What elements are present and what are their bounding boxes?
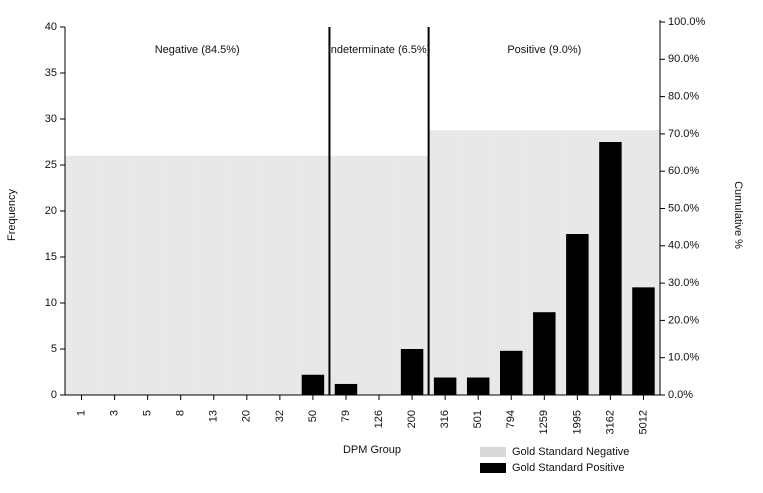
x-tick-label: 20 — [241, 410, 253, 422]
y2-tick-label: 100.0% — [668, 16, 706, 28]
bar — [500, 350, 523, 395]
legend-swatch — [480, 447, 506, 457]
bar — [334, 383, 358, 395]
y-tick-label: 35 — [45, 67, 57, 79]
y-tick-label: 5 — [51, 343, 57, 355]
y2-tick-label: 50.0% — [668, 202, 699, 214]
x-tick-label: 126 — [373, 410, 385, 428]
y2-tick-label: 40.0% — [668, 240, 699, 252]
y2-tick-label: 30.0% — [668, 277, 699, 289]
bar — [466, 377, 490, 395]
y-tick-label: 10 — [45, 297, 57, 309]
y-tick-label: 0 — [51, 389, 57, 401]
bar — [296, 155, 330, 395]
y2-tick-label: 60.0% — [668, 165, 699, 177]
bar — [131, 155, 165, 395]
x-axis-label: DPM Group — [343, 444, 401, 456]
legend-label: Gold Standard Positive — [512, 462, 625, 474]
x-tick-label: 79 — [340, 410, 352, 422]
y-tick-label: 40 — [45, 21, 57, 33]
x-tick-label: 13 — [208, 410, 220, 422]
bar — [329, 155, 363, 395]
bar — [400, 349, 424, 395]
x-tick-label: 50 — [307, 410, 319, 422]
legend-swatch — [480, 463, 506, 473]
x-tick-label: 794 — [505, 410, 517, 428]
bar — [263, 155, 297, 395]
y-tick-label: 25 — [45, 159, 57, 171]
x-tick-label: 32 — [274, 410, 286, 422]
y2-tick-label: 0.0% — [668, 389, 693, 401]
x-tick-label: 200 — [406, 410, 418, 428]
bar — [301, 374, 325, 395]
bar — [65, 155, 99, 395]
y-axis-label: Frequency — [6, 189, 18, 241]
bar — [533, 312, 556, 395]
y-tick-label: 30 — [45, 113, 57, 125]
x-tick-label: 1259 — [538, 410, 550, 434]
bar — [230, 155, 264, 395]
y2-axis-label: Cumulative % — [732, 181, 744, 249]
x-tick-label: 501 — [472, 410, 484, 428]
y2-tick-label: 90.0% — [668, 53, 699, 65]
x-tick-label: 5 — [142, 410, 154, 416]
x-tick-label: 8 — [175, 410, 187, 416]
x-tick-label: 1 — [75, 410, 87, 416]
region-label: Indeterminate (6.5%) — [328, 44, 431, 56]
x-tick-label: 3 — [108, 410, 120, 416]
bar — [164, 155, 198, 395]
x-tick-label: 5012 — [637, 410, 649, 434]
bar — [362, 155, 396, 395]
bar — [197, 155, 231, 395]
bar — [599, 142, 622, 395]
x-tick-label: 316 — [439, 410, 451, 428]
y2-tick-label: 70.0% — [668, 128, 699, 140]
region-label: Positive (9.0%) — [507, 44, 581, 56]
y-tick-label: 15 — [45, 251, 57, 263]
bar — [566, 234, 589, 395]
bar — [632, 287, 655, 395]
bar — [433, 377, 457, 395]
bar — [461, 130, 495, 396]
bar — [98, 155, 132, 395]
region-label: Negative (84.5%) — [155, 44, 240, 56]
bar — [428, 130, 462, 396]
y2-tick-label: 80.0% — [668, 91, 699, 103]
y2-tick-label: 10.0% — [668, 352, 699, 364]
legend-label: Gold Standard Negative — [512, 446, 629, 458]
x-tick-label: 1995 — [571, 410, 583, 434]
y2-tick-label: 20.0% — [668, 314, 699, 326]
y-tick-label: 20 — [45, 205, 57, 217]
x-tick-label: 3162 — [604, 410, 616, 434]
